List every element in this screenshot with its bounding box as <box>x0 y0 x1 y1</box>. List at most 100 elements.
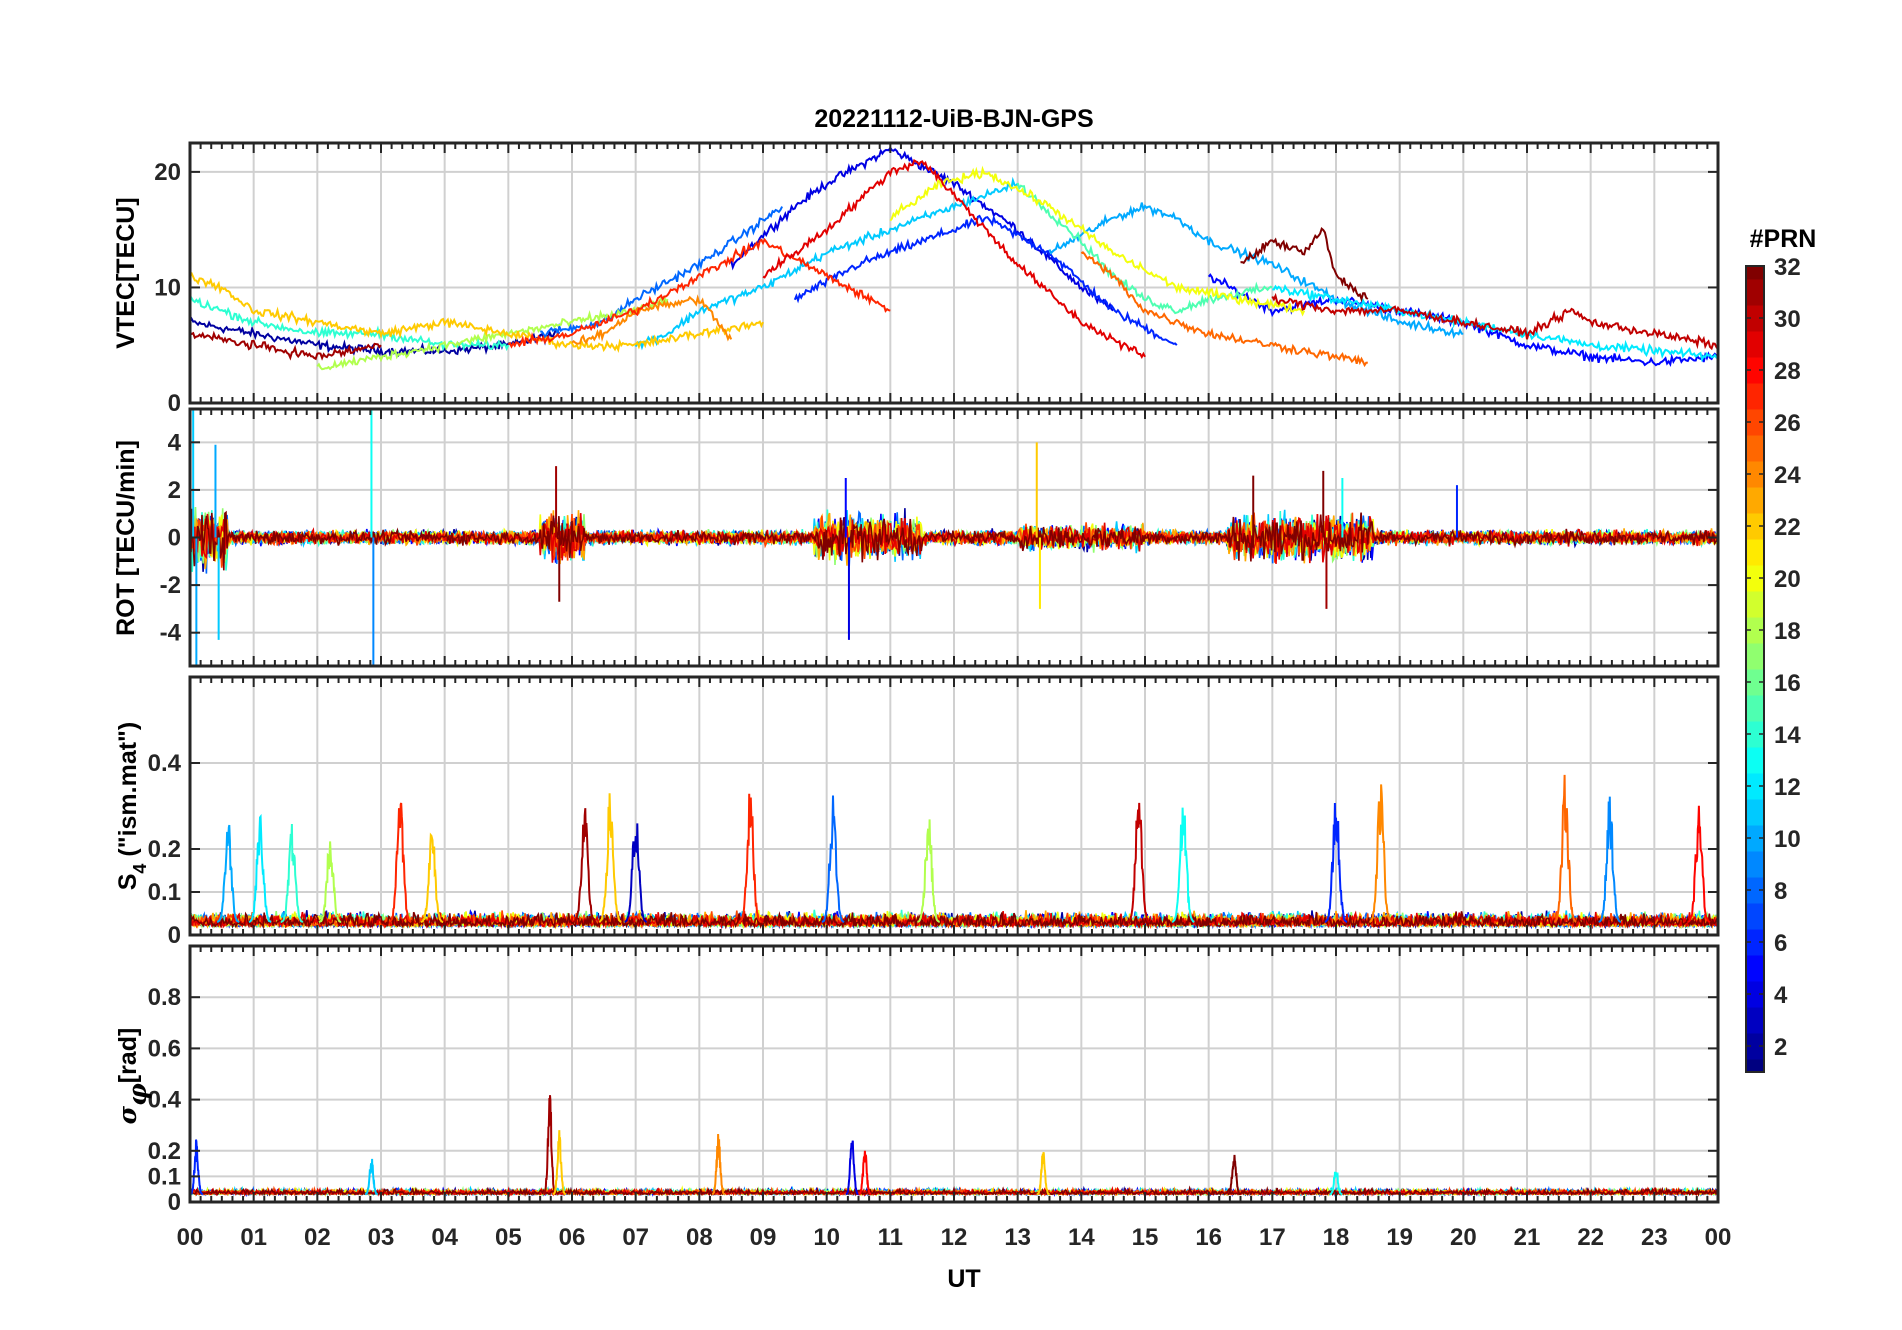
colorbar-tick-label: 20 <box>1774 566 1801 593</box>
x-tick-label: 05 <box>495 1224 522 1251</box>
x-tick-label: 23 <box>1641 1224 1668 1251</box>
s4-peak <box>1324 802 1348 923</box>
colorbar-swatch <box>1746 591 1764 618</box>
s4-peak <box>1127 802 1151 923</box>
s4-peak <box>917 819 940 923</box>
sigma_phi-ytick-label: 0.6 <box>148 1035 181 1062</box>
colorbar-tick-label: 26 <box>1774 410 1801 437</box>
s4-peak <box>738 793 762 923</box>
colorbar-tick-label: 14 <box>1774 722 1801 749</box>
s4-peak <box>216 824 240 923</box>
colorbar-tick-label: 22 <box>1774 514 1801 541</box>
colorbar-swatch <box>1746 721 1764 748</box>
colorbar-frame <box>1745 265 1765 1073</box>
sigma-ylabel-main: σ <box>113 1105 142 1124</box>
vtec-series-prn-30 <box>1271 292 1718 351</box>
x-tick-label: 00 <box>177 1224 204 1251</box>
colorbar-swatch <box>1746 851 1764 878</box>
rot-ytick-label: -4 <box>160 620 182 647</box>
s4-ytick-label: 0.1 <box>148 879 181 906</box>
vtec-series-prn-27 <box>507 237 891 349</box>
sigma_phi-ytick-label: 0.2 <box>148 1138 181 1165</box>
colorbar-swatch <box>1746 409 1764 436</box>
colorbar-tick-label: 6 <box>1774 930 1787 957</box>
s4-peak <box>280 823 304 923</box>
colorbar-swatch <box>1746 981 1764 1008</box>
x-tick-label: 10 <box>813 1224 840 1251</box>
vtec-ylabel: VTEC[TECU] <box>112 197 140 348</box>
colorbar-swatch <box>1746 1007 1764 1034</box>
colorbar-swatch <box>1746 773 1764 800</box>
x-tick-label: 19 <box>1386 1224 1413 1251</box>
colorbar-swatch <box>1746 461 1764 488</box>
colorbar-swatch <box>1746 747 1764 774</box>
x-tick-label: 09 <box>750 1224 777 1251</box>
colorbar-swatch <box>1746 929 1764 956</box>
x-tick-label: 08 <box>686 1224 713 1251</box>
colorbar-tick-label: 16 <box>1774 670 1801 697</box>
x-tick-label: 03 <box>368 1224 395 1251</box>
colorbar-swatch <box>1746 266 1764 280</box>
x-tick-label: 01 <box>240 1224 267 1251</box>
vtec-series-prn-11 <box>634 176 1019 351</box>
colorbar-swatch <box>1746 825 1764 852</box>
s4-peak <box>1369 784 1393 923</box>
sigma_phi-peak <box>845 1140 859 1196</box>
x-tick-label: 22 <box>1577 1224 1604 1251</box>
vtec-ytick-label: 10 <box>154 274 181 301</box>
colorbar-swatch <box>1746 799 1764 826</box>
s4-peak <box>248 813 272 923</box>
colorbar-swatch <box>1746 357 1764 384</box>
vtec-series-prn-24 <box>571 294 733 345</box>
x-tick-label: 12 <box>941 1224 968 1251</box>
s4-peak <box>821 795 845 923</box>
s4-ylabel-main: S <box>114 874 142 891</box>
x-tick-label: 14 <box>1068 1224 1095 1251</box>
s4-peak <box>624 823 647 923</box>
rot-ytick-label: 2 <box>168 477 181 504</box>
colorbar-swatch <box>1746 305 1764 332</box>
s4-series-prn-32 <box>190 910 1718 930</box>
vtec-series-prn-6 <box>793 214 1178 346</box>
sigma-ylabel-sub: φ <box>123 1083 152 1106</box>
s4-ylabel-sub: 4 <box>130 864 150 874</box>
vtec-series-prn-32 <box>1240 226 1369 303</box>
colorbar-swatch <box>1746 435 1764 462</box>
s4-peak <box>1687 805 1711 923</box>
sigma_phi-peak <box>542 1095 557 1196</box>
s4-ylabel-rest: ("ism.mat") <box>114 722 142 864</box>
colorbar-tick-label: 32 <box>1774 254 1801 281</box>
x-tick-labels: 00 01 02 03 04 05 06 07 08 09 10 11 12 13 14 15 16 17 18 19… <box>177 1224 1732 1251</box>
colorbar-swatch <box>1746 643 1764 670</box>
colorbar-tick-label: 24 <box>1774 462 1801 489</box>
x-tick-label: 02 <box>304 1224 331 1251</box>
colorbar-swatch <box>1746 669 1764 696</box>
colorbar-swatch <box>1746 877 1764 904</box>
s4-peak <box>1598 796 1622 923</box>
s4-ytick-label: 0 <box>168 922 181 949</box>
vtec-series-prn-25 <box>1080 251 1368 368</box>
s4-ylabel: S4 ("ism.mat") <box>114 722 150 891</box>
x-tick-label: 04 <box>431 1224 458 1251</box>
rot-data <box>190 409 1718 666</box>
x-tick-label: 11 <box>878 1224 903 1251</box>
s4-peak <box>388 802 412 923</box>
sigma_phi-ytick-label: 0.1 <box>148 1163 181 1190</box>
colorbar-swatch <box>1746 1033 1764 1060</box>
colorbar-swatch <box>1746 331 1764 358</box>
sigma_phi-peak <box>1036 1152 1050 1196</box>
x-tick-label: 13 <box>1004 1224 1031 1251</box>
s4-peak <box>1171 807 1195 923</box>
sigma_phi-peak <box>190 1139 204 1196</box>
s4-peak <box>318 841 342 923</box>
s4-panel: 0 0.1 0.2 0.4 <box>148 675 1720 949</box>
colorbar-swatch <box>1746 1059 1764 1073</box>
s4-peak <box>1553 774 1577 923</box>
colorbar-tick-label: 4 <box>1774 982 1788 1009</box>
sigma_phi-peak <box>364 1158 378 1196</box>
chart-title: 20221112-UiB-BJN-GPS <box>814 105 1093 133</box>
x-tick-label: 06 <box>559 1224 586 1251</box>
sigma_phi-peak <box>711 1133 726 1196</box>
